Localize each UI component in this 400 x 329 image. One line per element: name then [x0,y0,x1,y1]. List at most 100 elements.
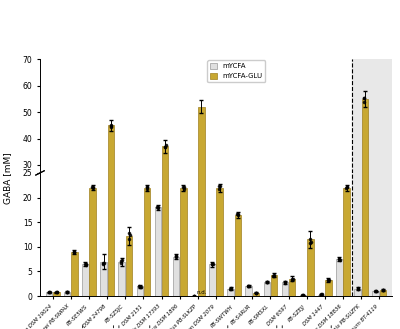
Point [180,185,186,190]
Point [379,239,386,244]
Point [354,287,361,292]
Point [154,204,160,210]
Bar [253,293,259,296]
Point [100,260,106,266]
Point [217,184,223,189]
Bar [173,257,179,296]
Point [100,224,106,229]
Point [263,280,270,285]
Point [234,213,241,218]
Point [155,206,162,211]
Point [162,145,168,150]
Point [318,241,324,246]
Point [361,96,367,101]
Bar [180,186,186,244]
Point [245,284,252,289]
Bar [380,241,386,244]
Point [100,261,107,266]
Point [246,283,252,289]
Bar [209,227,216,244]
Bar [253,242,259,244]
Bar [271,233,277,244]
Point [234,198,240,203]
Point [281,279,288,284]
Point [264,280,271,285]
Point [270,231,277,236]
Point [100,261,107,266]
Bar [344,186,350,244]
Point [108,75,114,81]
Point [100,224,107,230]
Point [337,257,343,263]
Bar [362,99,368,244]
Point [344,183,350,188]
Bar [362,25,368,296]
Point [344,183,350,189]
Bar [352,173,392,296]
Point [136,237,143,242]
Point [173,254,179,260]
Point [209,262,216,267]
Bar [100,262,107,296]
Point [126,237,132,242]
Bar [271,275,277,296]
Point [252,290,259,295]
Point [64,240,70,245]
Point [289,232,296,238]
Point [180,186,187,191]
Point [216,186,222,191]
Bar [64,292,70,296]
Bar [336,224,342,244]
Bar [144,186,150,244]
Point [343,185,350,190]
Point [53,240,60,245]
Point [100,224,107,229]
Point [118,224,124,229]
Point [144,183,150,189]
Point [253,240,260,245]
Bar [100,226,107,244]
Point [162,143,169,148]
Bar [108,125,114,244]
Bar [118,226,125,244]
Bar [325,236,332,244]
Point [180,185,187,190]
Point [209,225,215,230]
Point [64,289,70,294]
Point [227,238,234,243]
Point [234,212,240,217]
Point [108,73,114,79]
Point [300,292,306,298]
Bar [234,201,241,244]
Point [344,184,350,190]
Point [307,237,313,242]
Point [90,186,96,191]
Bar [318,243,324,244]
Point [227,286,233,291]
Bar [300,295,306,296]
Point [373,239,379,244]
Point [173,220,179,225]
Point [289,276,296,282]
Point [108,122,114,127]
Point [126,211,132,216]
Point [210,262,216,267]
Bar [246,239,252,244]
Point [344,185,350,190]
Bar [64,242,70,244]
Point [126,209,133,214]
Point [282,280,288,285]
Point [300,292,306,298]
Bar [137,239,143,244]
Point [373,239,379,244]
Point [336,257,342,262]
Point [380,239,386,244]
Bar [137,286,143,296]
Point [361,95,367,101]
Point [217,183,223,188]
Point [270,231,276,236]
Point [336,222,342,227]
Point [89,183,95,189]
Point [281,234,288,239]
Point [161,145,168,150]
